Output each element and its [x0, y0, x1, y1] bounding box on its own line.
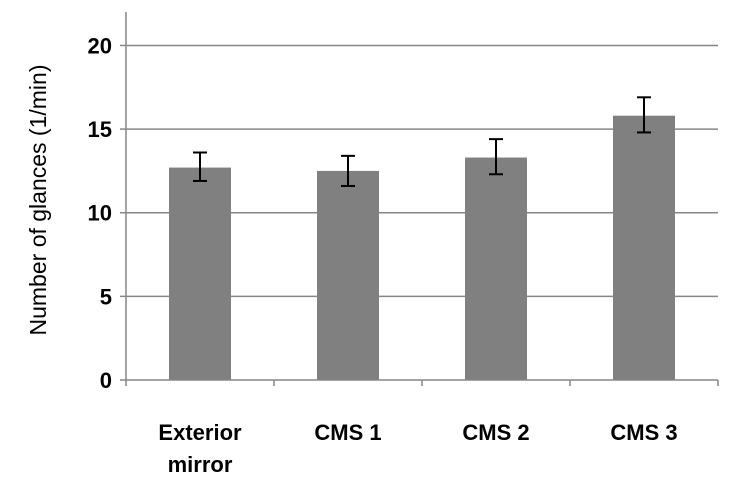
x-tick-label-1: CMS 1 — [314, 420, 381, 445]
x-tick-label-0: Exterior mirror — [158, 420, 242, 477]
error-bar-3 — [637, 96, 651, 134]
error-bar-2 — [489, 138, 503, 176]
y-tick-label-10: 10 — [88, 201, 112, 226]
y-tick-label-15: 15 — [88, 117, 112, 142]
axes — [120, 12, 719, 386]
bar-1 — [317, 170, 379, 380]
bar-3 — [613, 115, 675, 380]
bar-2 — [465, 157, 527, 380]
error-bar-0 — [193, 151, 207, 182]
error-bar-1 — [341, 154, 355, 187]
y-tick-label-0: 0 — [100, 368, 112, 393]
error-bars — [193, 96, 651, 187]
x-tick-label-3: CMS 3 — [610, 420, 677, 445]
y-axis-title: Number of glances (1/min) — [25, 65, 51, 336]
y-tick-labels: 0 5 10 15 20 — [88, 33, 112, 393]
y-tick-label-20: 20 — [88, 33, 112, 58]
bar-0 — [169, 167, 231, 380]
bars — [169, 115, 675, 380]
y-tick-label-5: 5 — [100, 284, 112, 309]
x-tick-labels: Exterior mirror CMS 1 CMS 2 CMS 3 — [158, 420, 677, 477]
x-tick-label-2: CMS 2 — [462, 420, 529, 445]
